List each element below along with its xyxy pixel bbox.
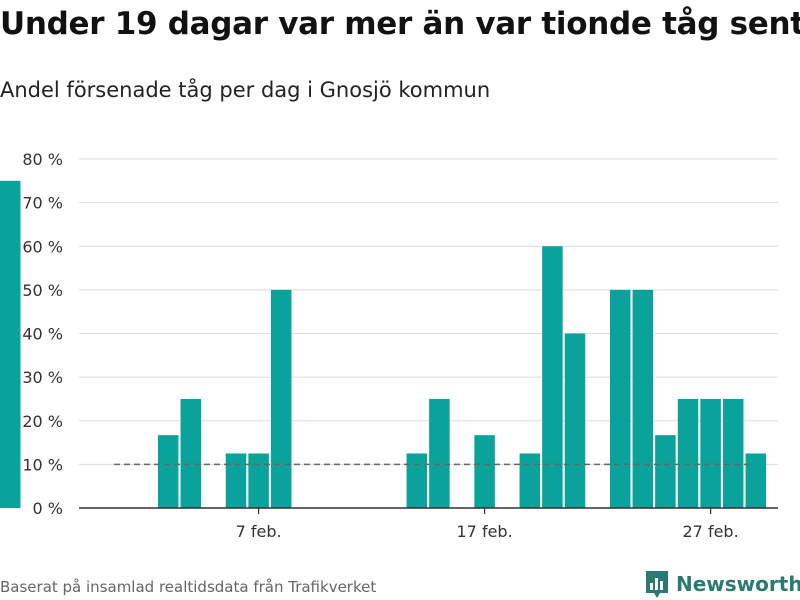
bar-chart-logo-icon bbox=[646, 571, 668, 598]
bar bbox=[700, 398, 721, 508]
bar bbox=[722, 398, 744, 508]
bar bbox=[564, 333, 586, 508]
bar bbox=[542, 246, 563, 508]
grid-lines bbox=[79, 158, 778, 465]
bars bbox=[0, 180, 767, 508]
x-tick-label: 17 feb. bbox=[457, 522, 513, 541]
y-tick-label: 70 % bbox=[22, 194, 63, 213]
bar bbox=[248, 453, 269, 508]
brand-name: Newsworthy bbox=[676, 572, 800, 596]
y-tick-label: 60 % bbox=[22, 237, 63, 256]
bar bbox=[225, 453, 247, 508]
bar bbox=[157, 435, 179, 508]
bar bbox=[474, 435, 495, 508]
chart-title: Under 19 dagar var mer än var tionde tåg… bbox=[0, 6, 800, 42]
bar-chart: 0 % 10 % 20 % 30 % 40 % 50 % 60 % 70 % 80 % 7 feb… bbox=[0, 150, 778, 541]
source-note: Baserat på insamlad realtidsdata från Tr… bbox=[0, 578, 377, 596]
bar bbox=[655, 435, 676, 508]
axes: 0 % 10 % 20 % 30 % 40 % 50 % 60 % 70 % 80 % 7 feb… bbox=[22, 150, 778, 541]
y-tick-label: 10 % bbox=[22, 455, 63, 474]
bar bbox=[745, 453, 767, 508]
y-tick-label: 20 % bbox=[22, 412, 63, 431]
y-tick-label: 40 % bbox=[22, 325, 63, 344]
bar bbox=[406, 453, 428, 508]
x-tick-label: 7 feb. bbox=[236, 522, 282, 541]
bar bbox=[0, 180, 21, 508]
bar bbox=[519, 453, 541, 508]
brand-logo: Newsworthy bbox=[644, 569, 800, 599]
bar bbox=[429, 398, 450, 508]
chart-subtitle: Andel försenade tåg per dag i Gnosjö kom… bbox=[0, 78, 491, 102]
x-tick-label: 27 feb. bbox=[683, 522, 739, 541]
y-tick-label: 30 % bbox=[22, 368, 63, 387]
y-tick-label: 80 % bbox=[22, 150, 63, 169]
bar bbox=[609, 289, 631, 508]
bar bbox=[270, 289, 292, 508]
bar bbox=[180, 398, 202, 508]
bar bbox=[677, 398, 699, 508]
bar bbox=[632, 289, 654, 508]
y-tick-label: 50 % bbox=[22, 281, 63, 300]
y-tick-label: 0 % bbox=[33, 499, 63, 518]
